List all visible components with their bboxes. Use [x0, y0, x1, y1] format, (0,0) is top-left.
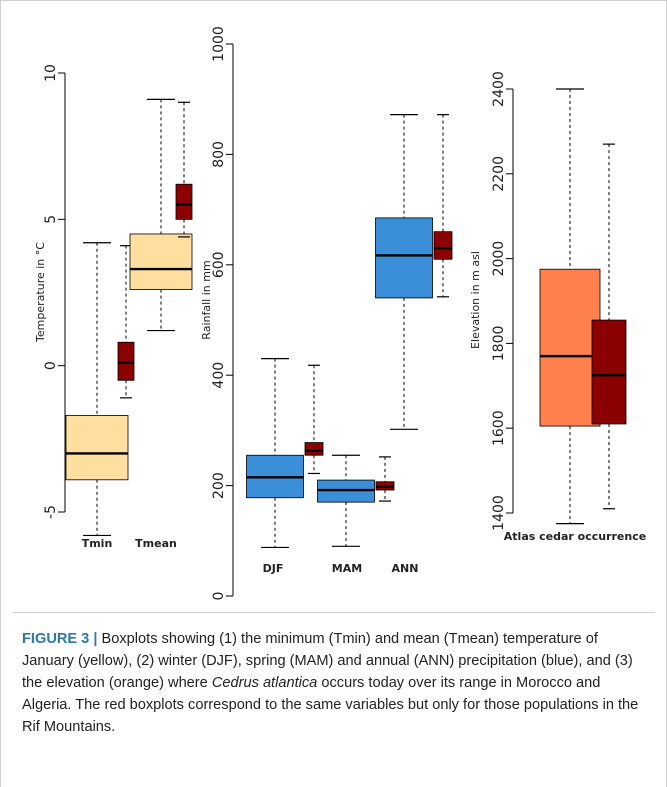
y-tick-label: 1800: [491, 326, 507, 362]
box-djf-rif: [304, 442, 324, 456]
box-ann-rif: [433, 231, 453, 260]
y-tick-label: 800: [211, 141, 227, 168]
y-tick-label: 5: [43, 215, 59, 224]
caption-species: Cedrus atlantica: [211, 675, 318, 691]
box-tmin-rif: [117, 341, 135, 381]
box-range: [539, 268, 601, 427]
box-tmin-range: [65, 415, 129, 481]
caption-divider: [12, 612, 655, 613]
y-tick-label: 2200: [491, 156, 507, 192]
y-tick-label: -5: [43, 505, 59, 519]
y-tick-label: 200: [211, 472, 227, 499]
y-tick-label: 2400: [491, 71, 507, 107]
y-tick-label: 400: [211, 362, 227, 389]
box-tmean-rif: [175, 183, 193, 220]
y-tick-label: 600: [211, 251, 227, 278]
x-category-label-djf: DJF: [263, 562, 284, 575]
x-axis-label: Atlas cedar occurrence: [504, 530, 646, 543]
y-tick-label: 1600: [491, 410, 507, 446]
caption-text-2: occurs today over its range in Morocco a…: [22, 675, 639, 735]
box-tmean-range: [129, 233, 193, 290]
y-axis-label: Elevation in m asl: [469, 251, 482, 349]
y-tick-label: 0: [211, 592, 227, 601]
boxplot-figure: -5 0 5 10 Temperature in °C Tmin Tmean 0 200 400 6…: [34, 26, 646, 601]
caption-separator: |: [93, 631, 98, 647]
caption-text-1: Boxplots showing (1) the minimum (Tmin) …: [22, 631, 633, 691]
y-axis-label: Temperature in °C: [34, 242, 47, 343]
y-tick-label: 10: [43, 64, 59, 82]
y-tick-label: 0: [43, 361, 59, 370]
y-tick-label: 1000: [211, 26, 227, 62]
y-tick-label: 2000: [491, 241, 507, 277]
x-category-label-ann: ANN: [392, 562, 419, 575]
x-category-label-tmean: Tmean: [135, 537, 177, 550]
caption-label: FIGURE 3: [22, 631, 90, 647]
x-category-label-mam: MAM: [332, 562, 362, 575]
x-category-label-tmin: Tmin: [82, 537, 113, 550]
box-ann-range: [375, 217, 433, 299]
y-tick-label: 1400: [491, 495, 507, 531]
box-rif: [591, 319, 627, 425]
figure-caption: FIGURE 3 | Boxplots showing (1) the mini…: [22, 628, 652, 738]
y-axis-label: Rainfall in mm: [200, 260, 213, 339]
